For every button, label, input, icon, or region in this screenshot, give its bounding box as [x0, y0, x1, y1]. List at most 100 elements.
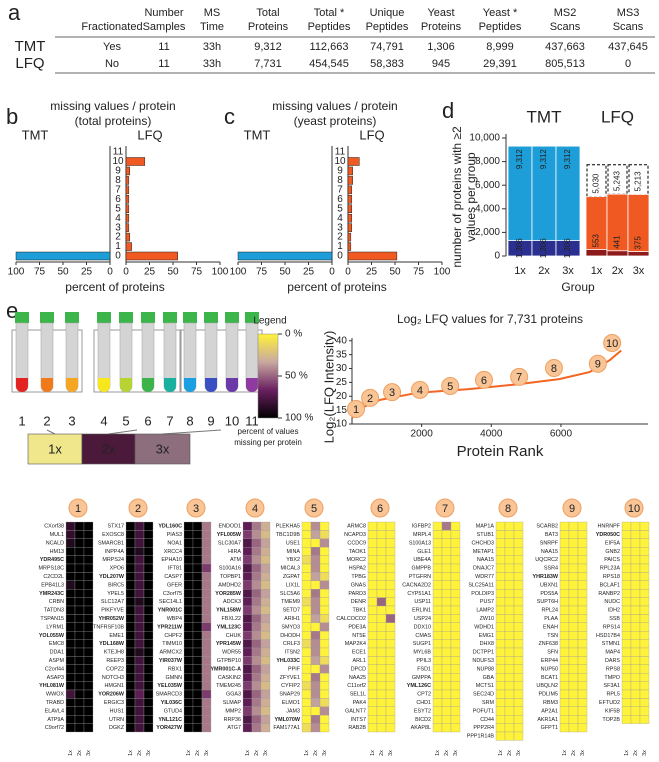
heat-cell — [242, 572, 253, 581]
bar — [125, 204, 130, 213]
heat-cell — [630, 521, 641, 531]
bar — [347, 223, 353, 232]
bar — [347, 213, 353, 223]
chart-subtitle: (total proteins) — [75, 114, 152, 128]
bar — [347, 251, 398, 261]
gene-label: RAB2B — [348, 725, 366, 731]
heat-cell — [639, 547, 650, 556]
y-tick-label: 8 — [115, 175, 121, 186]
tube-sample — [164, 378, 176, 392]
gene-label: ARMCX2 — [160, 650, 182, 656]
heat-cell — [450, 547, 461, 556]
heat-cell — [441, 723, 452, 733]
table-header: Samples — [143, 21, 186, 33]
heat-cell — [242, 706, 253, 716]
heat-cell — [125, 656, 136, 665]
table-header: Peptides — [479, 21, 522, 33]
heat-cell — [568, 656, 579, 665]
heat-cell — [251, 521, 262, 531]
y-tick-label: 20 — [336, 391, 348, 402]
gene-label: SETD7 — [283, 608, 300, 614]
heat-cell — [559, 580, 570, 590]
tube-cap — [119, 312, 133, 323]
gene-label: MORC2 — [347, 557, 366, 563]
heat-cell — [495, 580, 506, 590]
heat-cell — [513, 597, 524, 607]
heat-cell — [495, 715, 506, 724]
heat-cell — [432, 530, 443, 539]
gene-label: S100A13 — [409, 540, 431, 546]
heat-cell — [376, 547, 387, 556]
heat-cell — [621, 689, 632, 699]
heat-cell — [639, 656, 650, 665]
heat-cell — [125, 572, 136, 581]
heat-cell — [385, 647, 396, 657]
gene-label: NCALD — [46, 540, 64, 546]
heat-cell — [143, 547, 154, 556]
heat-cell — [513, 547, 524, 556]
heat-cell — [367, 715, 378, 724]
heat-cell — [125, 689, 136, 699]
heat-cell — [621, 530, 632, 539]
heat-cell — [183, 681, 194, 691]
gene-label: SMYD3 — [281, 624, 300, 630]
heat-cell — [183, 698, 194, 707]
x-tick-label: 50 — [57, 267, 69, 278]
heat-cell — [630, 631, 641, 640]
heat-cell — [74, 689, 85, 699]
heat-cell — [134, 555, 145, 565]
gene-label: SMARCB1 — [98, 540, 124, 546]
bar — [347, 204, 353, 213]
heat-cell — [201, 614, 212, 623]
gene-label: NUDC — [604, 599, 620, 605]
heat-cell — [495, 681, 506, 691]
heat-cell — [183, 689, 194, 699]
heat-cell — [376, 521, 387, 531]
heat-cell — [513, 715, 524, 724]
heat-cell — [319, 681, 330, 691]
heat-cell — [134, 597, 145, 607]
gene-label: NUP50 — [541, 666, 558, 672]
gene-label: ATP9A — [47, 717, 64, 723]
heat-cell — [513, 673, 524, 682]
heat-cell — [242, 639, 253, 649]
heat-cell — [125, 698, 136, 707]
heat-cell — [134, 580, 145, 590]
heat-cell — [310, 664, 321, 674]
heat-cell — [201, 572, 212, 581]
heat-cell — [83, 673, 94, 682]
heat-cell — [639, 597, 650, 607]
marker-label: 5 — [447, 381, 453, 393]
heat-cell — [441, 689, 452, 699]
heat-cell — [125, 580, 136, 590]
group-badge-label: 6 — [377, 503, 383, 515]
heat-cell — [125, 723, 136, 733]
gene-label: CYFIP2 — [281, 683, 300, 689]
gene-label: EFTUD2 — [599, 700, 620, 706]
x-tick-label: 100 — [434, 267, 451, 278]
heat-cell — [310, 555, 321, 565]
heat-cell — [513, 530, 524, 539]
gene-label: YDR050C — [596, 532, 620, 538]
gene-label: GMNN — [166, 675, 183, 681]
heat-cell — [134, 639, 145, 649]
heat-cell — [504, 715, 515, 724]
heat-cell — [301, 589, 312, 598]
gene-label: NT5E — [352, 633, 366, 639]
heat-cell — [441, 681, 452, 691]
heat-cell — [621, 698, 632, 707]
heat-cell — [432, 664, 443, 674]
heat-cell — [577, 572, 588, 581]
table-header: Total — [256, 7, 279, 19]
heat-cell — [183, 622, 194, 632]
heat-cell — [367, 689, 378, 699]
heat-cell — [260, 656, 271, 665]
gene-label: GMPPA — [412, 675, 431, 681]
x-tick-label: 2000 — [411, 429, 434, 440]
heat-x-label: 2x — [633, 750, 639, 756]
table-cell: 33h — [203, 41, 221, 53]
table-cell: 437,663 — [545, 41, 585, 53]
heat-cell — [513, 647, 524, 657]
heat-cell — [450, 664, 461, 674]
heat-cell — [134, 547, 145, 556]
